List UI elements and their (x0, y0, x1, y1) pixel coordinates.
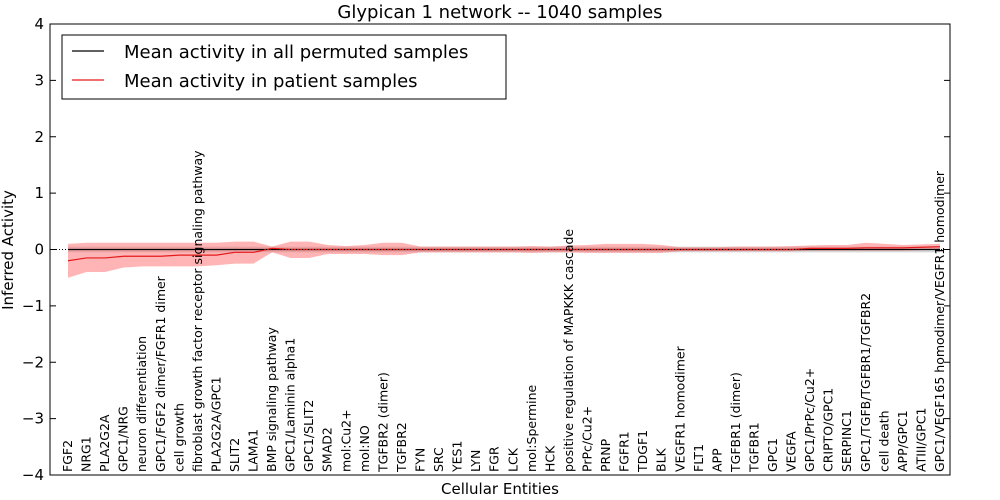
x-tick-label: GPC1/SLIT2 (301, 400, 316, 472)
x-tick-label: TGFBR1 (dimer) (728, 372, 743, 473)
y-tick-label: −3 (22, 410, 44, 428)
x-tick-label: FYN (413, 448, 428, 472)
x-tick-label: APP (709, 448, 724, 472)
x-tick-label: YES1 (450, 441, 465, 473)
x-tick-label: SMAD2 (320, 427, 335, 472)
chart-title: Glypican 1 network -- 1040 samples (337, 2, 662, 23)
x-tick-label: HCK (542, 445, 557, 472)
x-tick-label: VEGFR1 homodimer (672, 345, 687, 472)
x-tick-label: GPC1/Laminin alpha1 (283, 338, 298, 472)
legend-label-patient: Mean activity in patient samples (124, 71, 418, 92)
x-tick-label: GPC1/FGF2 dimer/FGFR1 dimer (153, 275, 168, 472)
x-tick-label: TGFBR2 (dimer) (375, 372, 390, 473)
x-axis-label: Cellular Entities (441, 480, 559, 498)
x-tick-label: TDGF1 (635, 430, 650, 473)
legend: Mean activity in all permuted samples Me… (61, 34, 507, 100)
x-tick-label: cell death (876, 410, 891, 472)
y-axis: −4 −3 −2 −1 0 1 2 3 4 (22, 15, 950, 484)
x-tick-label: mol:Spermine (524, 384, 539, 472)
x-tick-label: GPC1/NRG (116, 406, 131, 472)
x-tick-label: APP/GPC1 (895, 410, 910, 472)
x-tick-label: LYN (468, 450, 483, 472)
x-tick-label: LCK (505, 447, 520, 472)
x-tick-label: GPC1/TGFB/TGFBR1/TGFBR2 (858, 293, 873, 472)
x-tick-label: PrPc/Cu2+ (579, 406, 594, 472)
x-tick-label: GPC1 (765, 438, 780, 472)
y-tick-label: 2 (34, 128, 44, 146)
x-tick-label: FGFR1 (617, 431, 632, 472)
x-tick-label: neuron differentiation (134, 336, 149, 472)
x-tick-label: FGF2 (60, 440, 75, 472)
x-tick-label: NRG1 (79, 436, 94, 472)
y-tick-label: −2 (22, 353, 44, 371)
x-tick-label: CRIPTO/GPC1 (821, 388, 836, 472)
x-tick-label: LAMA1 (246, 429, 261, 472)
x-tick-label: FLT1 (691, 444, 706, 472)
x-tick-label: SRC (431, 447, 446, 472)
x-tick-label: PRNP (598, 438, 613, 472)
legend-box (61, 34, 507, 100)
x-tick-label: BMP signaling pathway (264, 327, 279, 472)
x-tick-label: SLIT2 (227, 438, 242, 472)
x-tick-label: ATIII/GPC1 (913, 408, 928, 472)
x-tick-label: GPC1/VEGF165 homodimer/VEGFR1 homodimer (932, 170, 947, 472)
x-tick-label: TGFBR2 (394, 422, 409, 473)
x-tick-label: positive regulation of MAPKKK cascade (561, 229, 576, 472)
x-tick-label: PLA2G2A/GPC1 (208, 376, 223, 472)
y-tick-label: 0 (34, 241, 44, 259)
x-tick-label: GPC1/PrPc/Cu2+ (802, 368, 817, 472)
x-tick-label: fibroblast growth factor receptor signal… (190, 150, 205, 472)
x-tick-label: mol:NO (357, 425, 372, 472)
y-tick-label: 1 (34, 184, 44, 202)
x-tick-label: BLK (654, 447, 669, 472)
x-tick-label: SERPINC1 (839, 410, 854, 472)
x-tick-label: cell growth (171, 403, 186, 472)
legend-label-permuted: Mean activity in all permuted samples (124, 42, 468, 63)
x-tick-labels: FGF2 NRG1 PLA2G2A GPC1/NRG neuron differenti… (60, 150, 947, 473)
x-tick-label: mol:Cu2+ (338, 409, 353, 472)
x-tick-label: VEGFA (784, 431, 799, 472)
plot-area (49, 23, 951, 476)
y-axis-label: Inferred Activity (0, 190, 17, 310)
y-tick-label: 3 (34, 71, 44, 89)
x-tick-label: PLA2G2A (97, 414, 112, 472)
y-tick-label: −4 (22, 466, 44, 484)
y-tick-label: 4 (34, 15, 44, 33)
y-tick-label: −1 (22, 297, 44, 315)
x-tick-label: TGFBR1 (746, 422, 761, 473)
band-series-1 (68, 241, 940, 278)
x-tick-label: FGR (487, 446, 502, 472)
